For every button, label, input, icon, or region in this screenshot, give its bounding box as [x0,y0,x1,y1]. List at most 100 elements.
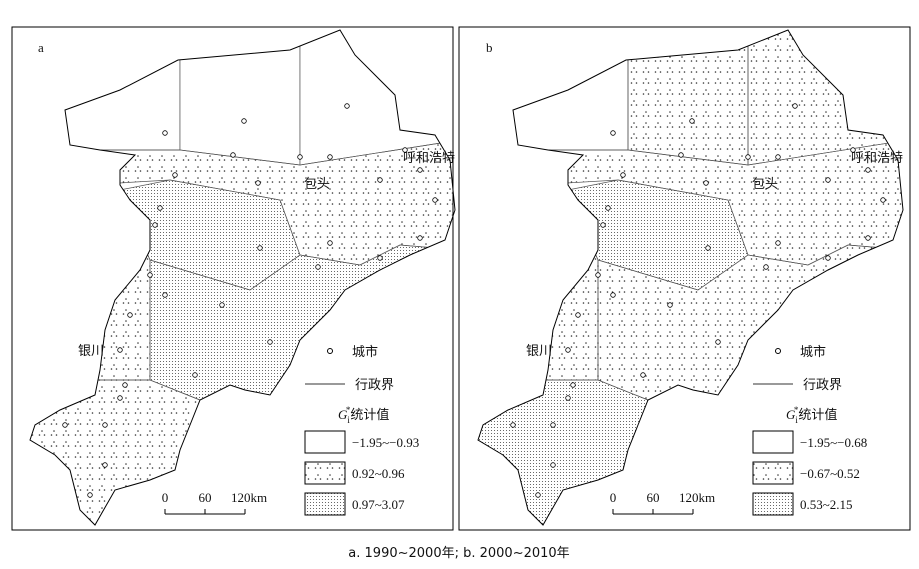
city-point [117,395,123,401]
city-point [595,272,601,278]
legend-city-symbol [775,348,781,354]
city-label: 银川 [526,344,552,359]
legend-class-label: −0.67~0.52 [800,466,860,481]
city-point [715,339,721,345]
city-point [550,462,556,468]
scale-label: 60 [199,490,212,505]
outline [29,29,456,526]
city-point [257,245,263,251]
panel-label: b [486,40,493,55]
city-point [865,235,871,241]
city-point [565,395,571,401]
legend-boundary: 行政界 [803,378,842,393]
city-point [605,205,611,211]
city-point [219,302,225,308]
region [299,30,455,166]
city-point [417,167,423,173]
city-point [745,154,751,160]
legend-title-sup: * [346,405,351,415]
legend-title-text: 统计值 [798,407,837,423]
city-point [230,152,236,158]
region [179,30,301,166]
city-point [327,154,333,160]
region [478,30,629,151]
city-point [825,177,831,183]
city-point [570,382,576,388]
region [627,30,749,166]
panel-label: a [38,40,44,55]
legend-swatch [304,430,346,454]
city-point [703,180,709,186]
city-point [535,492,541,498]
city-point [255,180,261,186]
city-point [792,103,798,109]
scale-label: 60 [647,490,660,505]
city-point [87,492,93,498]
city-point [344,103,350,109]
city-point [775,240,781,246]
legend-swatch [304,492,346,516]
region [30,30,181,151]
city-point [102,422,108,428]
city-point [377,255,383,261]
city-point [600,222,606,228]
city-point [432,197,438,203]
city-point [327,240,333,246]
city-point [775,154,781,160]
city-point [267,339,273,345]
legend-swatch [752,461,794,485]
city-point [402,147,408,153]
city-point [550,422,556,428]
legend-title: Gi*统计值 [338,405,389,425]
city-point [825,255,831,261]
city-point [575,312,581,318]
city-point [157,205,163,211]
city-point [850,147,856,153]
legend-title: Gi*统计值 [786,405,837,425]
legend-title-sub: i [795,415,798,425]
city-point [880,197,886,203]
scale-label: 120km [679,490,715,505]
city-point [162,130,168,136]
panel-frame [11,26,454,531]
city-label: 银川 [78,344,104,359]
region [747,30,903,166]
legend-class-label: −1.95~−0.93 [352,435,419,450]
legend-title-symbol: G [786,407,796,422]
panel-frame [458,26,911,531]
legend-title-sup: * [794,405,799,415]
city-point [510,422,516,428]
legend-class-label: 0.97~3.07 [352,497,405,512]
city-point [620,172,626,178]
city-point [192,372,198,378]
city-point [172,172,178,178]
legend-class-label: −1.95~−0.68 [800,435,867,450]
city-point [127,312,133,318]
city-label: 包头 [752,177,778,192]
legend-title-text: 统计值 [350,407,389,423]
city-point [377,177,383,183]
city-point [678,152,684,158]
legend-city: 城市 [352,344,378,360]
city-point [865,167,871,173]
city-label: 包头 [304,177,330,192]
legend-swatch [304,461,346,485]
legend-title-symbol: G [338,407,348,422]
city-point [667,302,673,308]
scale-label: 120km [231,490,267,505]
city-point [162,292,168,298]
city-point [152,222,158,228]
city-point [417,235,423,241]
legend-class-label: 0.53~2.15 [800,497,853,512]
city-point [122,382,128,388]
city-point [147,272,153,278]
legend-class-label: 0.92~0.96 [352,466,405,481]
legend-swatch [752,492,794,516]
legend-swatch [752,430,794,454]
city-point [763,264,769,270]
city-point [241,118,247,124]
scale-label: 0 [162,490,169,505]
